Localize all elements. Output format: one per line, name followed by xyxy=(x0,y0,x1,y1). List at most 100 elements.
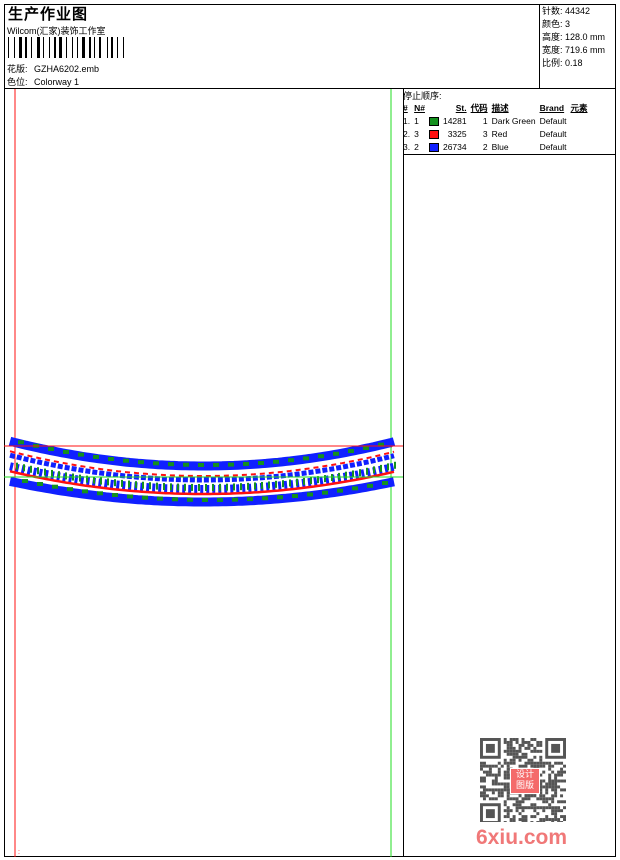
green-stem xyxy=(226,483,228,491)
qr-module xyxy=(542,761,546,765)
qr-module xyxy=(482,764,486,768)
qr-module xyxy=(506,746,510,750)
qr-module xyxy=(527,797,531,801)
qr-module xyxy=(533,746,537,750)
green-motif xyxy=(232,497,238,502)
qr-module xyxy=(524,821,528,822)
qr-module xyxy=(480,794,483,798)
colorway-row: 色位: Colorway 1 xyxy=(7,75,79,88)
qr-module xyxy=(480,785,483,789)
qr-module xyxy=(494,797,498,801)
green-stem xyxy=(191,483,193,491)
qr-module xyxy=(503,761,507,765)
qr-module xyxy=(560,761,564,765)
qr-module xyxy=(518,806,522,810)
qr-module xyxy=(506,788,510,792)
qr-module xyxy=(539,761,543,765)
qr-finder-core xyxy=(485,743,495,753)
qr-module xyxy=(480,791,483,795)
green-motif xyxy=(213,462,219,467)
green-motif xyxy=(228,462,234,467)
qr-module xyxy=(512,815,516,819)
qr-module xyxy=(488,770,492,774)
qr-module xyxy=(560,809,564,813)
qr-module xyxy=(480,767,483,771)
qr-module xyxy=(557,785,561,789)
qr-module xyxy=(554,776,558,780)
qr-module xyxy=(515,806,519,810)
qr-module xyxy=(548,773,552,777)
green-motif xyxy=(288,458,294,463)
qr-module xyxy=(518,746,522,750)
blue-bottom-band xyxy=(9,476,395,507)
green-stem xyxy=(156,482,158,490)
qr-module xyxy=(524,746,528,750)
green-stem xyxy=(114,479,116,487)
info-width: 宽度: 719.6 mm xyxy=(542,45,606,55)
green-stem xyxy=(149,482,151,490)
qr-module xyxy=(536,821,540,822)
colorway-value: Colorway 1 xyxy=(34,77,80,87)
qr-module xyxy=(506,785,510,789)
qr-module xyxy=(485,794,489,798)
green-stem xyxy=(100,477,102,485)
stop-sequence-table: # N# St. 代码 描述 Brand 元素 1. 1 14281 1 Dark… xyxy=(401,101,590,153)
qr-module xyxy=(518,812,522,816)
qr-module xyxy=(563,779,566,783)
qr-module xyxy=(554,815,558,819)
qr-module xyxy=(521,743,525,747)
qr-module xyxy=(497,794,501,798)
green-motif xyxy=(127,494,133,499)
colorway-label: 色位: xyxy=(7,77,28,87)
qr-module xyxy=(512,758,516,762)
qr-module xyxy=(539,749,543,753)
barcode-bar xyxy=(14,37,15,58)
qr-module xyxy=(536,797,540,801)
green-stem xyxy=(23,464,25,472)
qr-module xyxy=(560,770,564,774)
qr-module xyxy=(533,806,537,810)
green-motif xyxy=(123,458,129,463)
qr-module xyxy=(530,758,534,762)
qr-module xyxy=(494,779,498,783)
qr-module xyxy=(491,782,495,786)
green-motif xyxy=(258,460,264,465)
qr-module xyxy=(551,764,555,768)
green-motif xyxy=(52,484,58,489)
qr-module xyxy=(491,779,495,783)
green-motif xyxy=(187,497,193,502)
qr-module xyxy=(500,791,504,795)
qr-module xyxy=(497,773,501,777)
qr-module xyxy=(524,764,528,768)
qr-module xyxy=(515,797,519,801)
qr-module xyxy=(545,806,549,810)
qr-module xyxy=(539,755,543,759)
qr-module xyxy=(506,773,510,777)
qr-module xyxy=(509,738,513,741)
qr-module xyxy=(506,770,510,774)
qr-module xyxy=(539,743,543,747)
start-marker: ⌐ xyxy=(391,443,395,450)
qr-module xyxy=(509,821,513,822)
qr-module xyxy=(551,788,555,792)
qr-module xyxy=(518,749,522,753)
qr-module xyxy=(545,782,549,786)
qr-module xyxy=(488,764,492,768)
qr-module xyxy=(548,776,552,780)
qr-module xyxy=(506,761,510,765)
green-stem xyxy=(86,475,88,483)
qr-module xyxy=(551,800,555,804)
qr-module xyxy=(497,791,501,795)
qr-module xyxy=(557,809,561,813)
barcode-bar xyxy=(31,37,32,58)
qr-module xyxy=(500,794,504,798)
design-file-name: GZHA6202.emb xyxy=(34,64,100,74)
qr-module xyxy=(551,806,555,810)
green-stem xyxy=(331,474,333,482)
qr-module xyxy=(554,791,558,795)
qr-module xyxy=(533,803,537,807)
qr-module xyxy=(506,740,510,744)
qr-module xyxy=(557,818,561,822)
green-stem xyxy=(128,480,130,488)
qr-module xyxy=(515,809,519,813)
